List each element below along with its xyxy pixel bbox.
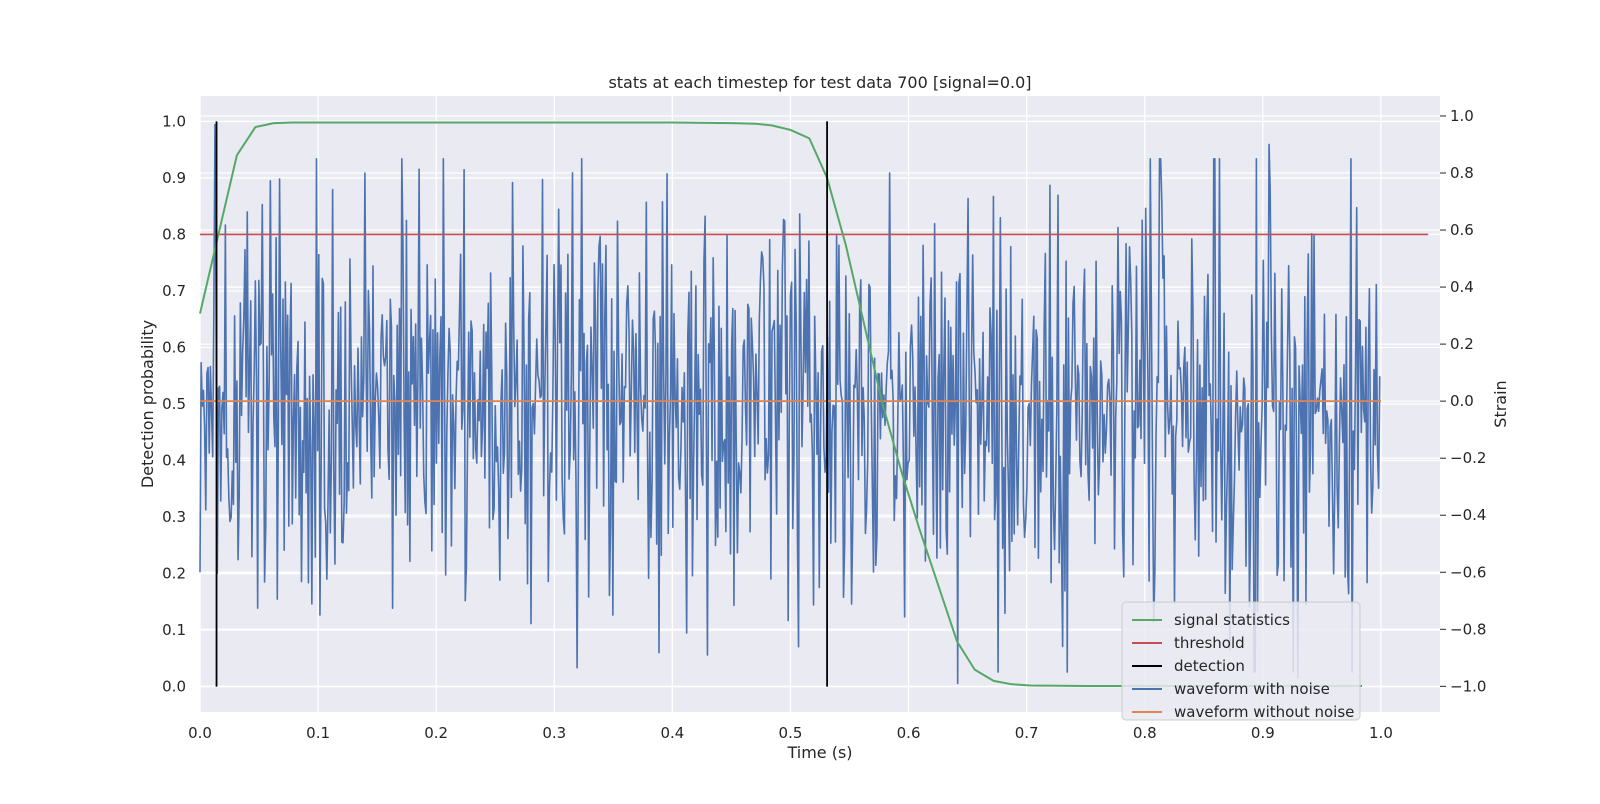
x-tick-label: 0.5 xyxy=(779,724,803,742)
x-tick-label: 0.7 xyxy=(1015,724,1039,742)
y2-tick-label: 0.8 xyxy=(1450,164,1474,182)
x-tick-label: 0.3 xyxy=(542,724,566,742)
y-tick-label: 0.9 xyxy=(162,169,186,187)
y-tick-label: 0.5 xyxy=(162,395,186,413)
y-tick-label: 0.3 xyxy=(162,508,186,526)
y-tick-label: 0.7 xyxy=(162,282,186,300)
y-tick-label: 1.0 xyxy=(162,112,186,130)
x-tick-label: 1.0 xyxy=(1369,724,1393,742)
legend-label: signal statistics xyxy=(1174,611,1290,629)
y-tick-label: 0.2 xyxy=(162,565,186,583)
y-tick-label: 0.4 xyxy=(162,452,186,470)
x-tick-label: 0.1 xyxy=(306,724,330,742)
x-axis-ticks: 0.0 0.1 0.2 0.3 0.4 0.5 0.6 0.7 0.8 0.9 1.0 xyxy=(188,724,1393,742)
x-tick-label: 0.6 xyxy=(897,724,921,742)
y2-tick-label: −0.2 xyxy=(1450,449,1486,467)
x-tick-label: 0.0 xyxy=(188,724,212,742)
x-tick-label: 0.9 xyxy=(1251,724,1275,742)
y2-tick-label: 0.6 xyxy=(1450,221,1474,239)
y-tick-label: 0.0 xyxy=(162,678,186,696)
y-tick-label: 0.1 xyxy=(162,621,186,639)
chart-title: stats at each timestep for test data 700… xyxy=(608,73,1031,92)
y2-axis-label: Strain xyxy=(1491,380,1510,427)
legend: signal statistics threshold detection wavef… xyxy=(1121,601,1361,721)
series-layer xyxy=(199,121,1429,687)
legend-label: threshold xyxy=(1174,634,1245,652)
legend-label: waveform with noise xyxy=(1174,680,1330,698)
series-waveform-with-noise xyxy=(199,123,1381,685)
y-tick-label: 0.6 xyxy=(162,338,186,356)
y2-axis-ticks: 1.0 0.8 0.6 0.4 0.2 0.0 −0.2 −0.4 −0.6 −0.8 −1.0 xyxy=(1440,107,1486,695)
legend-label: waveform without noise xyxy=(1174,703,1354,721)
x-axis-label: Time (s) xyxy=(786,743,852,762)
y2-tick-label: −0.4 xyxy=(1450,506,1486,524)
y-tick-label: 0.8 xyxy=(162,225,186,243)
x-tick-label: 0.4 xyxy=(660,724,684,742)
y2-tick-label: 0.2 xyxy=(1450,335,1474,353)
y2-tick-label: 0.0 xyxy=(1450,392,1474,410)
x-tick-label: 0.2 xyxy=(424,724,448,742)
y-axis-ticks: 0.0 0.1 0.2 0.3 0.4 0.5 0.6 0.7 0.8 0.9 1.0 xyxy=(162,112,186,695)
legend-label: detection xyxy=(1174,657,1245,675)
legend-box xyxy=(1121,601,1361,721)
x-tick-label: 0.8 xyxy=(1133,724,1157,742)
y2-tick-label: 0.4 xyxy=(1450,278,1474,296)
y2-tick-label: −0.8 xyxy=(1450,620,1486,638)
y-axis-label: Detection probability xyxy=(138,320,157,488)
y2-tick-label: −0.6 xyxy=(1450,563,1486,581)
y2-tick-label: −1.0 xyxy=(1450,677,1486,695)
y2-tick-label: 1.0 xyxy=(1450,107,1474,125)
